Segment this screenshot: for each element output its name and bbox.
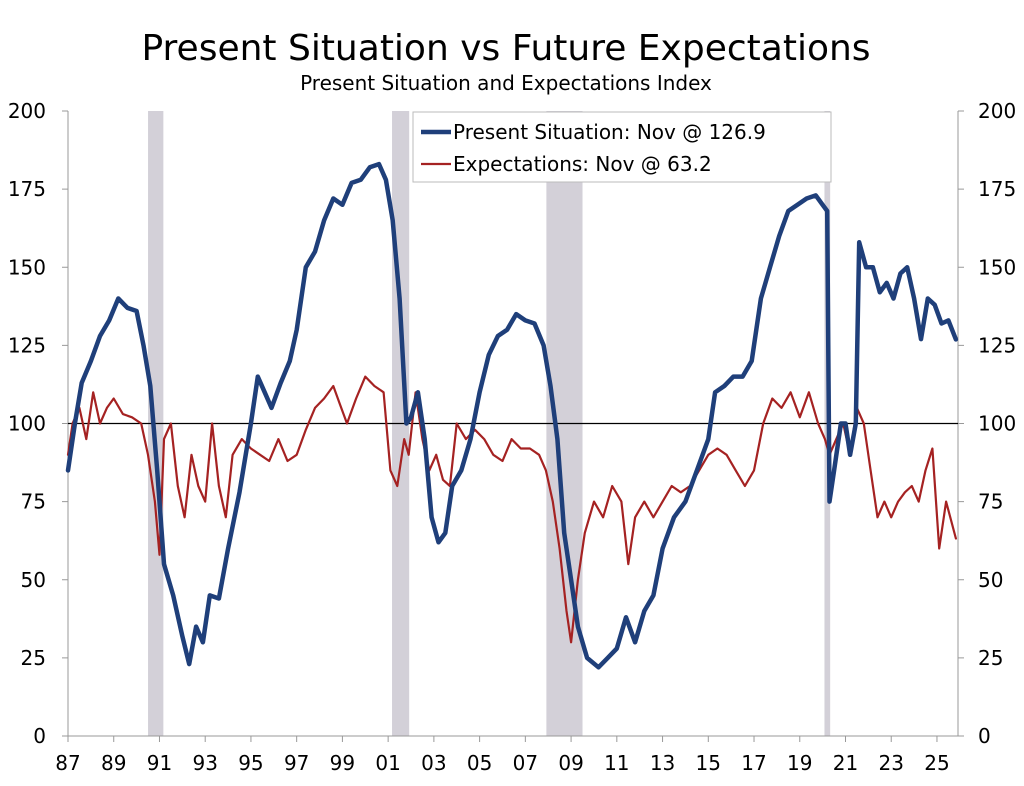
- y-tick-label-right: 100: [978, 412, 1016, 436]
- y-tick-label-right: 125: [978, 333, 1016, 357]
- series-line-present-situation: [65, 161, 959, 670]
- x-tick-label: 15: [696, 751, 721, 775]
- x-tick-label: 21: [833, 751, 858, 775]
- legend-entry: Present Situation: Nov @ 126.9: [453, 120, 766, 144]
- x-tick-label: 01: [375, 751, 400, 775]
- y-tick-label-right: 200: [978, 99, 1016, 123]
- x-tick-label: 03: [421, 751, 446, 775]
- y-tick-label-right: 50: [978, 568, 1003, 592]
- x-tick-label: 91: [147, 751, 172, 775]
- y-tick-label-left: 200: [8, 99, 46, 123]
- x-tick-label: 09: [558, 751, 583, 775]
- y-tick-label-left: 0: [33, 724, 46, 748]
- y-tick-label-right: 150: [978, 255, 1016, 279]
- y-tick-label-right: 0: [978, 724, 991, 748]
- legend-entry: Expectations: Nov @ 63.2: [453, 152, 712, 176]
- series-line-expectations: [66, 375, 957, 644]
- y-tick-label-right: 175: [978, 177, 1016, 201]
- y-tick-label-left: 50: [21, 568, 46, 592]
- x-tick-label: 05: [467, 751, 492, 775]
- x-tick-label: 99: [330, 751, 355, 775]
- x-tick-label: 95: [238, 751, 263, 775]
- y-tick-label-left: 175: [8, 177, 46, 201]
- x-tick-label: 13: [650, 751, 675, 775]
- y-tick-label-left: 150: [8, 255, 46, 279]
- y-tick-label-left: 25: [21, 646, 46, 670]
- x-tick-label: 89: [101, 751, 126, 775]
- y-tick-label-left: 100: [8, 412, 46, 436]
- x-tick-label: 97: [284, 751, 309, 775]
- x-tick-label: 25: [924, 751, 949, 775]
- y-tick-label-right: 75: [978, 490, 1003, 514]
- axes: 0 0 25 25 50 50 75 75 100 100 125 125 150 150 175 175 20…: [8, 99, 1016, 775]
- x-tick-label: 11: [604, 751, 629, 775]
- x-tick-label: 23: [879, 751, 904, 775]
- x-tick-label: 07: [513, 751, 538, 775]
- x-tick-label: 17: [741, 751, 766, 775]
- series-lines: [65, 161, 959, 670]
- legend: Present Situation: Nov @ 126.9 Expectatio…: [412, 111, 832, 183]
- x-tick-label: 19: [787, 751, 812, 775]
- chart-subtitle: Present Situation and Expectations Index: [300, 71, 712, 95]
- x-tick-label: 87: [55, 751, 80, 775]
- x-tick-label: 93: [192, 751, 217, 775]
- chart-title: Present Situation vs Future Expectations: [141, 28, 870, 69]
- y-tick-label-left: 75: [21, 490, 46, 514]
- legend-box: [412, 111, 832, 183]
- y-tick-label-left: 125: [8, 333, 46, 357]
- y-tick-label-right: 25: [978, 646, 1003, 670]
